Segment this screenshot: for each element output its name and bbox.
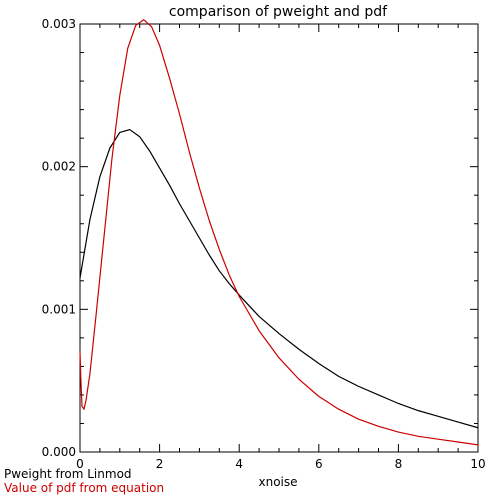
y-tick-label-0: 0.000 <box>42 445 76 459</box>
x-axis-label: xnoise <box>258 475 297 489</box>
x-tick-label-2: 4 <box>235 457 243 471</box>
x-tick-label-3: 6 <box>315 457 323 471</box>
series-line-1 <box>79 19 479 446</box>
x-ticks-group: 0 2 4 6 8 10 <box>76 24 486 471</box>
chart-title: comparison of pweight and pdf <box>169 4 388 20</box>
y-tick-label-3: 0.003 <box>42 17 76 31</box>
y-tick-label-2: 0.002 <box>42 160 76 174</box>
legend-item-value-of-pdf-from-equation: Value of pdf from equation <box>4 481 164 495</box>
x-tick-label-5: 10 <box>470 457 485 471</box>
series-group <box>79 19 479 446</box>
plot-frame <box>79 23 479 453</box>
y-tick-label-1: 0.001 <box>42 302 76 316</box>
x-tick-label-4: 8 <box>395 457 403 471</box>
y-ticks-group: 0.000 0.001 0.002 0.003 <box>42 17 478 459</box>
x-tick-label-0: 0 <box>76 457 84 471</box>
series-line-0 <box>79 128 479 429</box>
legend-item-pweight-from-linmod: Pweight from Linmod <box>4 467 132 481</box>
x-tick-label-1: 2 <box>156 457 164 471</box>
